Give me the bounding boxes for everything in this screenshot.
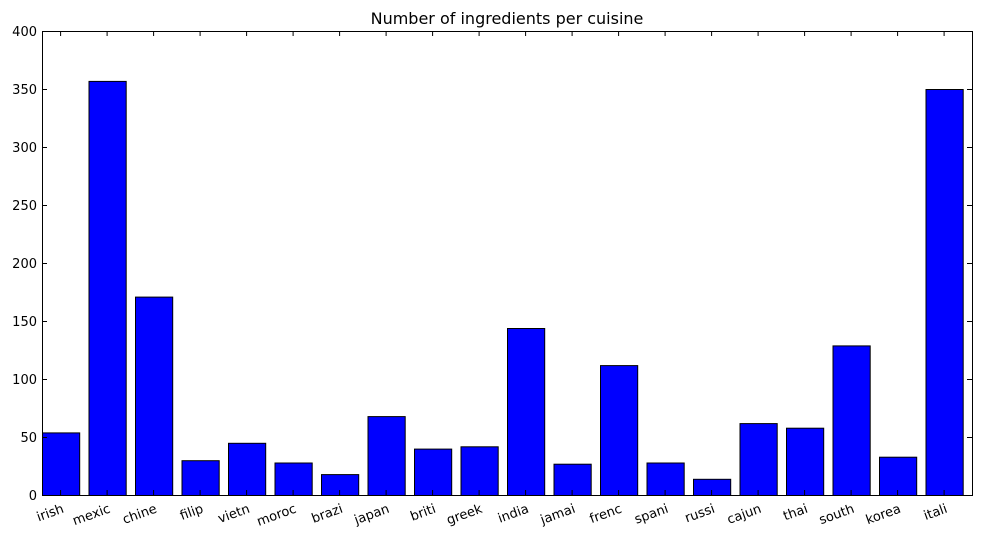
bar-frenc — [600, 365, 639, 496]
x-tick-label-vietn: vietn — [216, 502, 252, 527]
y-axis: 0 50 100 150 200 250 300 350 400 — [12, 25, 972, 504]
x-tick-label-briti: briti — [408, 502, 437, 525]
x-tick-label-brazi: brazi — [310, 502, 345, 527]
y-tick-label: 200 — [12, 257, 37, 272]
x-tick-label-filip: filip — [178, 502, 205, 524]
bar-mexic — [88, 80, 127, 497]
x-tick-label-frenc: frenc — [588, 502, 624, 527]
x-tick-label-spani: spani — [633, 502, 671, 528]
y-tick-label: 250 — [12, 199, 37, 214]
y-tick-label: 100 — [12, 373, 37, 388]
y-tick-label: 350 — [12, 83, 37, 98]
y-tick-label: 0 — [29, 489, 37, 504]
y-tick-label: 50 — [20, 431, 37, 446]
x-tick-label-korea: korea — [864, 502, 903, 528]
bar-cajun — [739, 423, 778, 497]
x-tick-label-cajun: cajun — [725, 502, 763, 528]
bar-briti — [414, 448, 453, 497]
x-tick-label-moroc: moroc — [255, 502, 298, 530]
bar-itali — [925, 89, 964, 496]
x-tick-label-south: south — [817, 502, 856, 529]
x-tick-label-chine: chine — [121, 502, 159, 528]
bar-greek — [460, 446, 499, 496]
y-tick-label: 150 — [12, 315, 37, 330]
plot-frame — [42, 31, 973, 496]
x-tick-label-jamai: jamai — [538, 502, 578, 529]
x-tick-label-india: india — [496, 502, 531, 527]
bars-group — [42, 80, 964, 497]
bar-japan — [367, 416, 406, 497]
x-tick-label-mexic: mexic — [71, 502, 113, 529]
bar-filip — [181, 460, 220, 497]
bar-irish — [42, 432, 81, 496]
x-tick-label-itali: itali — [922, 502, 950, 524]
bar-thai — [786, 427, 825, 497]
bar-korea — [879, 456, 918, 497]
x-tick-label-russi: russi — [683, 502, 717, 527]
x-tick-label-greek: greek — [445, 502, 485, 529]
chart-title: Number of ingredients per cuisine — [371, 9, 644, 28]
bar-vietn — [228, 442, 267, 496]
bar-chine — [135, 296, 174, 496]
y-tick-label: 400 — [12, 25, 37, 40]
bar-india — [507, 328, 546, 496]
bar-south — [832, 345, 871, 496]
y-tick-label: 300 — [12, 141, 37, 156]
x-tick-label-japan: japan — [352, 502, 392, 529]
x-tick-label-thai: thai — [781, 502, 810, 525]
x-tick-label-irish: irish — [35, 502, 66, 526]
